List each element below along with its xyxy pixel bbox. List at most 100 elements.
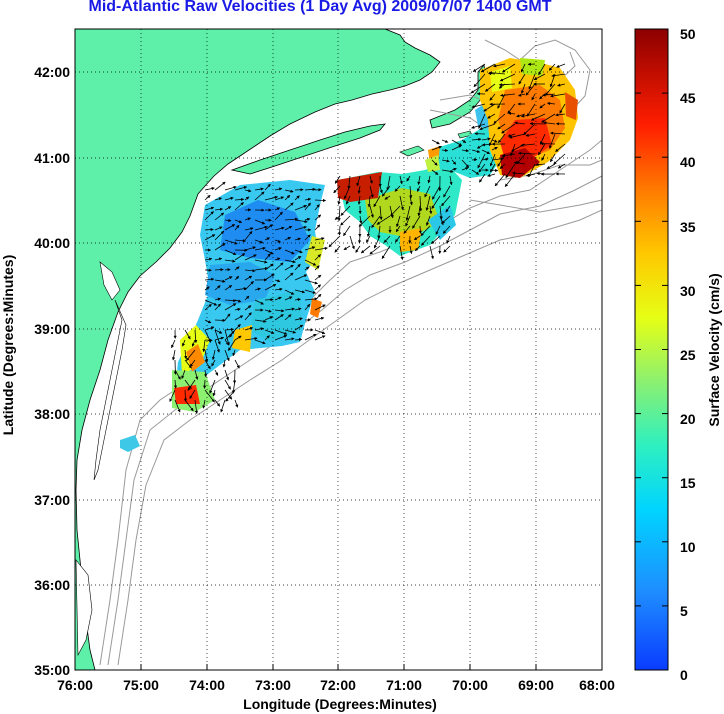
velocity-arrow <box>264 309 272 313</box>
velocity-arrow <box>284 189 294 193</box>
velocity-arrow <box>304 333 317 341</box>
velocity-arrow <box>204 319 212 324</box>
velocity-arrow <box>337 195 341 205</box>
velocity-arrow <box>224 327 235 332</box>
velocity-arrow <box>274 287 283 291</box>
y-tick-label: 39:00 <box>34 321 70 337</box>
velocity-arrow <box>525 83 536 96</box>
land-mass <box>75 29 441 670</box>
velocity-arrow <box>530 113 546 121</box>
velocity-arrow <box>234 359 240 369</box>
velocity-arrow <box>525 133 536 137</box>
velocity-arrow <box>483 103 496 112</box>
velocity-arrow <box>184 399 194 412</box>
velocity-arrow <box>358 215 371 227</box>
y-tick-label: 42:00 <box>34 64 70 80</box>
velocity-arrow <box>473 73 486 88</box>
velocity-arrow <box>431 235 441 245</box>
velocity-arrow <box>334 175 341 184</box>
velocity-arrow <box>432 185 441 200</box>
velocity-arrow <box>171 339 176 349</box>
velocity-arrow <box>294 337 303 342</box>
velocity-arrow <box>517 93 526 97</box>
velocity-arrow <box>274 257 281 261</box>
velocity-arrow <box>284 337 295 341</box>
velocity-arrow <box>390 205 401 217</box>
velocity-arrow <box>333 185 341 194</box>
colorbar-tick-label: 25 <box>680 347 696 363</box>
velocity-arrow <box>357 235 362 244</box>
velocity-arrow <box>224 185 237 191</box>
velocity-arrow <box>189 359 196 368</box>
velocity-arrow <box>191 339 196 347</box>
velocity-arrow <box>214 279 226 283</box>
pamlico-sound <box>75 559 93 657</box>
velocity-arrow <box>224 313 231 321</box>
velocity-arrow <box>491 146 498 151</box>
velocity-arrow <box>451 145 462 151</box>
velocity-arrow <box>531 93 536 101</box>
velocity-arrow <box>212 389 216 397</box>
velocity-arrow <box>500 93 516 97</box>
colorbar-tick-label: 30 <box>680 283 696 299</box>
x-tick-label: 72:00 <box>320 677 356 693</box>
y-tick-label: 35:00 <box>34 662 70 678</box>
velocity-arrow <box>234 399 239 408</box>
velocity-arrow <box>518 151 536 155</box>
velocity-arrow <box>224 339 230 346</box>
velocity-arrow <box>284 264 294 271</box>
velocity-arrow <box>189 389 196 399</box>
velocity-arrow <box>494 173 506 187</box>
velocity-arrow <box>202 339 206 353</box>
velocity-arrow <box>487 173 496 177</box>
velocity-arrow <box>314 274 322 281</box>
velocity-arrow <box>224 369 229 381</box>
velocity-arrow <box>244 230 253 241</box>
velocity-arrow <box>284 225 293 231</box>
delaware-bay <box>99 261 121 301</box>
velocity-arrow <box>274 187 283 191</box>
velocity-arrow <box>214 230 225 241</box>
velocity-arrow <box>254 339 266 345</box>
velocity-arrow <box>172 349 176 361</box>
velocity-arrow <box>204 299 218 306</box>
velocity-arrow <box>254 239 264 244</box>
velocity-arrow <box>340 205 351 216</box>
velocity-arrow <box>224 196 234 201</box>
velocity-arrow <box>550 131 566 135</box>
velocity-arrow <box>224 206 232 211</box>
velocity-arrow <box>284 202 294 211</box>
velocity-arrow <box>490 163 496 173</box>
velocity-arrow <box>220 399 226 413</box>
colorbar-tick-label: 10 <box>680 539 696 555</box>
velocity-arrow <box>379 185 383 194</box>
velocity-arrow <box>369 185 374 198</box>
velocity-arrow <box>340 215 351 226</box>
velocity-arrow <box>187 379 196 391</box>
velocity-arrow <box>480 63 496 73</box>
velocity-arrow <box>314 316 325 321</box>
velocity-arrow <box>244 326 254 331</box>
y-tick-label: 41:00 <box>34 150 70 166</box>
velocity-arrow <box>359 215 363 225</box>
velocity-arrow <box>383 235 391 243</box>
velocity-arrow <box>461 139 467 144</box>
velocity-arrow <box>264 335 270 341</box>
velocity-arrow <box>555 113 566 117</box>
velocity-arrow <box>369 175 373 184</box>
velocity-arrow <box>471 169 480 175</box>
velocity-arrow <box>346 195 351 205</box>
velocity-arrow <box>274 239 281 243</box>
velocity-arrow <box>214 336 225 341</box>
velocity-arrow <box>405 205 411 221</box>
velocity-arrow <box>337 205 341 222</box>
colorbar-tick-label: 35 <box>680 219 696 235</box>
velocity-arrow <box>234 186 248 191</box>
velocity-arrow <box>244 305 252 311</box>
velocity-arrow <box>224 379 231 390</box>
velocity-arrow <box>224 268 231 272</box>
velocity-arrow <box>520 143 536 147</box>
velocity-arrow <box>356 175 361 187</box>
velocity-arrow <box>234 299 242 303</box>
velocity-arrow <box>204 206 215 211</box>
